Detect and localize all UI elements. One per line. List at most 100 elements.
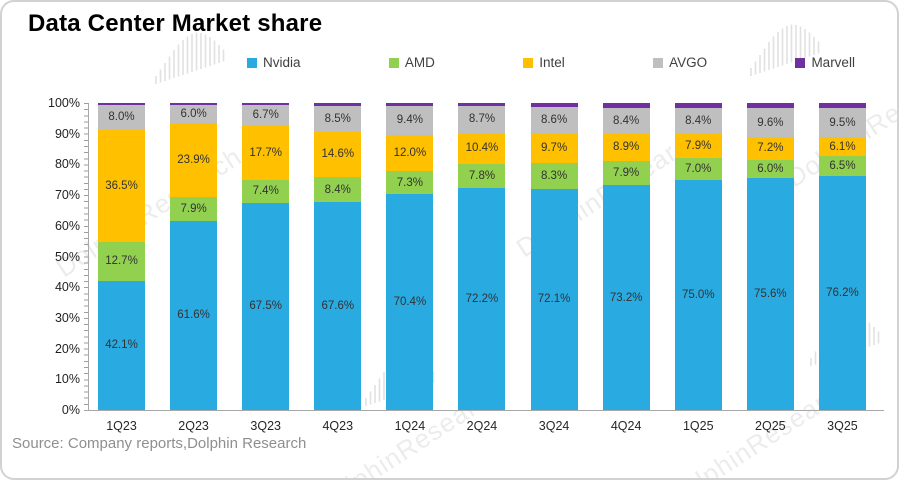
legend-label: Marvell [811,55,855,70]
segment-nvidia: 70.4% [386,193,434,410]
segment-amd: 6.5% [818,156,866,177]
segment-intel: 7.2% [746,137,794,160]
data-label: 70.4% [393,295,427,308]
x-tick-label: 1Q23 [106,419,137,433]
data-label: 12.7% [105,255,138,268]
data-label: 7.4% [252,185,279,198]
bar-3Q25: 76.2% 6.5% 6.1% 9.5% 3Q25 [818,103,866,433]
segment-nvidia: 67.5% [242,202,290,410]
data-label: 17.7% [249,146,282,159]
y-axis-tick-labels: 0% 10% 20% 30% 40% 50% 60% 70% 80% 90% 100% [20,96,80,417]
segment-avgo: 9.6% [746,107,794,138]
data-label: 6.0% [757,162,784,175]
segment-marvell [530,103,578,108]
segment-intel: 10.4% [458,132,506,165]
data-label: 8.0% [108,111,135,124]
segment-amd: 7.9% [602,161,650,186]
segment-avgo: 9.4% [386,105,434,135]
segment-avgo: 8.6% [530,107,578,134]
data-label: 8.9% [613,141,640,154]
data-label: 72.1% [537,293,571,306]
legend-swatch-avgo [653,57,664,68]
legend: Nvidia AMD Intel AVGO Marvell [247,55,855,70]
x-tick-label: 2Q25 [755,419,786,433]
legend-label: AMD [404,55,435,70]
segment-avgo: 9.5% [818,108,866,138]
segment-amd: 6.0% [746,159,794,178]
segment-nvidia: 73.2% [602,185,650,410]
segment-intel: 9.7% [530,133,578,164]
x-tick-label: 3Q25 [827,419,858,433]
segment-intel: 8.9% [602,133,650,162]
segment-marvell [746,103,794,108]
data-label: 72.2% [465,293,499,306]
data-label: 6.7% [252,109,279,122]
chart-title: Data Center Market share [28,10,323,37]
segment-amd: 12.7% [98,241,145,281]
segment-avgo: 8.7% [458,105,506,133]
data-label: 73.2% [609,291,643,304]
segment-amd: 7.3% [386,171,434,194]
x-tick-label: 2Q23 [178,419,209,433]
segment-nvidia: 72.1% [530,188,578,410]
data-label: 6.5% [829,160,856,173]
bar-3Q23: 67.5% 7.4% 17.7% 6.7% 3Q23 [242,103,290,433]
segment-avgo: 6.7% [242,105,290,126]
data-label: 7.9% [685,140,712,153]
y-tick-label: 60% [54,218,80,233]
data-label: 8.4% [324,183,351,196]
data-label: 8.4% [613,114,640,127]
legend-swatch-intel [523,57,534,68]
segment-marvell [314,103,362,106]
x-tick-label: 3Q23 [250,419,281,433]
bar-4Q24: 73.2% 7.9% 8.9% 8.4% 4Q24 [602,103,650,433]
data-label: 67.5% [249,300,282,313]
segment-amd: 7.0% [674,158,722,180]
segment-nvidia: 72.2% [458,188,506,410]
y-tick-label: 80% [54,157,80,172]
segment-intel: 6.1% [818,137,866,157]
data-label: 10.4% [465,142,499,155]
segment-nvidia: 61.6% [170,220,218,410]
bar-1Q24: 70.4% 7.3% 12.0% 9.4% 1Q24 [386,103,434,433]
segment-marvell [458,103,506,106]
data-label: 6.0% [180,108,207,121]
data-label: 9.7% [540,142,568,155]
y-tick-label: 70% [54,188,80,203]
data-label: 8.3% [540,169,568,182]
segment-avgo: 8.0% [98,105,145,130]
bar-1Q23: 42.1% 12.7% 36.5% 8.0% 1Q23 [98,103,145,433]
data-label: 67.6% [321,300,355,313]
data-label: 9.6% [757,116,784,129]
data-label: 8.6% [540,114,568,127]
y-tick-label: 50% [54,249,80,264]
x-tick-label: 3Q24 [538,419,570,433]
data-label: 75.0% [681,288,715,301]
data-label: 7.9% [180,202,207,215]
segment-marvell [98,103,145,106]
segment-amd: 8.4% [314,176,362,203]
legend-label: AVGO [669,55,708,70]
data-label: 7.0% [685,163,712,175]
legend-item-nvidia: Nvidia [247,55,301,70]
y-tick-label: 0% [61,403,80,417]
data-label: 8.7% [468,113,496,126]
segment-marvell [170,103,218,105]
segment-nvidia: 75.0% [674,179,722,410]
legend-label: Intel [539,55,565,70]
legend-item-intel: Intel [523,55,565,70]
x-tick-label: 1Q25 [682,419,714,433]
legend-item-avgo: AVGO [653,55,707,70]
segment-intel: 36.5% [98,129,145,242]
segment-marvell [386,103,434,106]
data-label: 9.5% [829,116,856,129]
y-tick-label: 100% [48,96,80,110]
y-tick-label: 10% [54,372,80,387]
x-tick-label: 1Q24 [394,419,426,433]
bar-3Q24: 72.1% 8.3% 9.7% 8.6% 3Q24 [530,103,578,433]
data-label: 14.6% [321,148,355,161]
x-tick-label: 2Q24 [466,419,498,433]
segment-nvidia: 42.1% [98,280,145,410]
segment-intel: 14.6% [314,131,362,177]
data-label: 61.6% [177,309,210,322]
